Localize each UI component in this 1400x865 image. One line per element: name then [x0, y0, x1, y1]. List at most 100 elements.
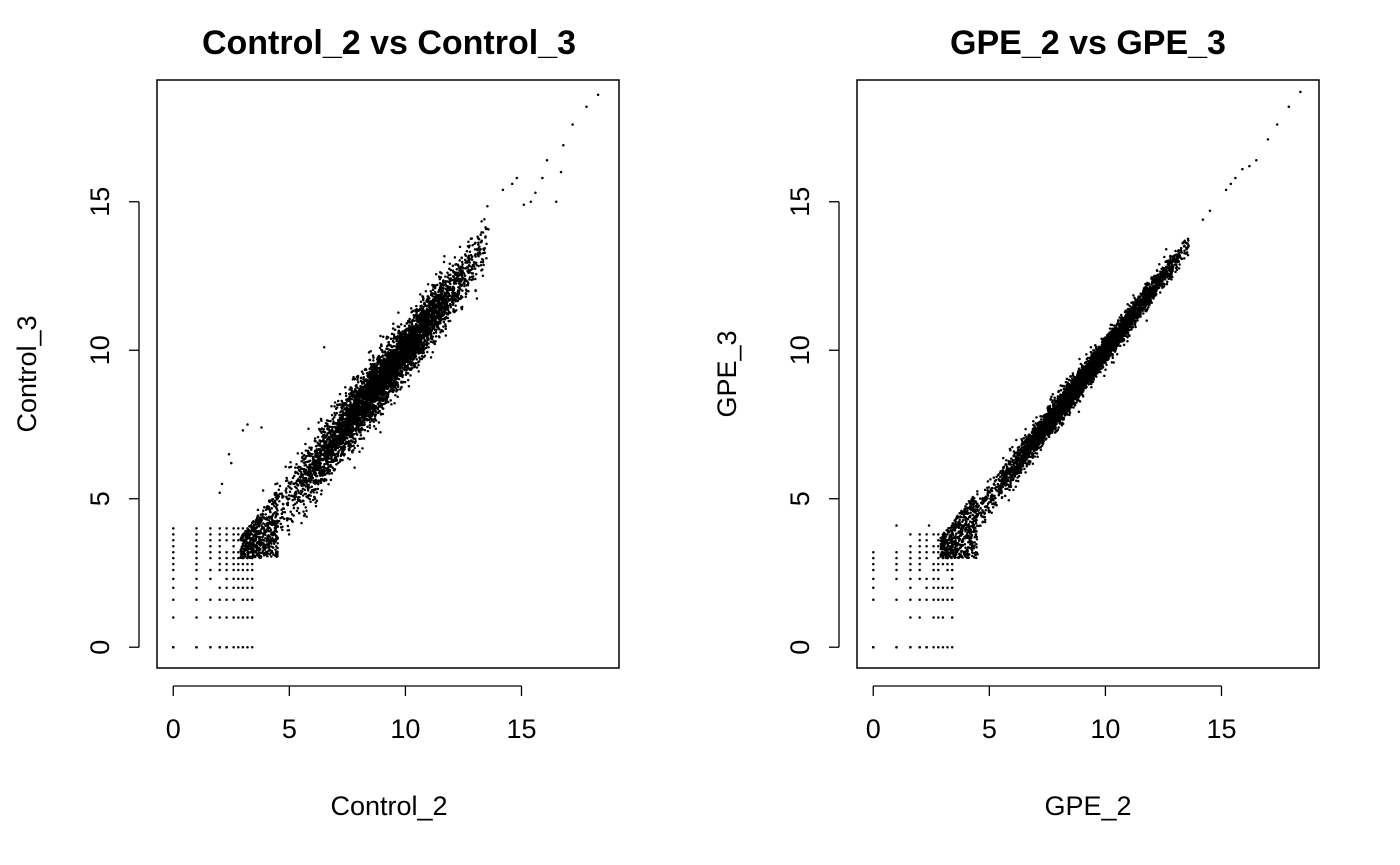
data-point — [356, 444, 360, 447]
data-point — [232, 616, 235, 619]
data-point — [336, 403, 339, 407]
data-point — [338, 392, 342, 396]
data-point — [335, 411, 339, 415]
data-point — [250, 577, 254, 581]
data-point — [456, 290, 460, 294]
data-point — [361, 372, 365, 376]
data-point — [330, 471, 334, 475]
data-point — [440, 294, 443, 298]
data-point — [479, 247, 482, 251]
data-point — [368, 358, 372, 362]
data-point — [343, 427, 347, 431]
data-point — [320, 427, 324, 430]
data-point — [195, 598, 198, 601]
data-point — [302, 453, 306, 457]
data-point — [371, 392, 375, 396]
data-point — [316, 441, 319, 444]
data-point — [402, 332, 406, 336]
data-point — [351, 435, 354, 438]
data-point — [464, 288, 468, 291]
data-point — [371, 354, 375, 357]
data-point — [246, 645, 249, 649]
data-point — [237, 577, 240, 581]
data-point — [471, 278, 475, 281]
data-point — [335, 463, 338, 466]
data-point — [461, 262, 464, 266]
data-point — [381, 398, 384, 402]
data-point — [209, 550, 212, 554]
data-point — [172, 616, 175, 619]
data-point — [225, 527, 228, 530]
data-point — [361, 418, 365, 421]
data-point — [437, 335, 441, 338]
data-point — [323, 450, 326, 454]
data-point — [384, 400, 387, 403]
data-point — [427, 322, 431, 325]
data-point — [423, 347, 427, 350]
data-point — [218, 544, 221, 548]
data-point — [218, 598, 221, 601]
data-point — [345, 442, 349, 445]
data-point — [359, 405, 362, 408]
data-point — [419, 293, 422, 296]
data-point — [237, 556, 240, 560]
data-point — [291, 520, 294, 524]
data-point — [344, 392, 348, 395]
data-point — [458, 259, 461, 262]
data-point — [237, 586, 240, 590]
data-point — [289, 510, 292, 514]
data-point — [370, 419, 374, 422]
data-point — [256, 508, 260, 512]
data-point — [447, 294, 450, 298]
data-point — [353, 466, 356, 469]
data-point — [350, 439, 353, 443]
data-point — [297, 511, 301, 515]
data-point — [368, 423, 372, 427]
data-point — [295, 479, 299, 483]
data-point — [390, 359, 394, 363]
data-point — [172, 527, 175, 530]
data-point — [449, 297, 453, 301]
data-point — [325, 419, 329, 422]
data-point — [486, 204, 489, 208]
data-point — [363, 428, 367, 432]
data-point — [338, 449, 341, 452]
data-point — [312, 491, 315, 494]
data-point — [451, 278, 454, 282]
data-point — [443, 293, 446, 297]
data-point — [346, 425, 350, 428]
data-point — [479, 263, 483, 267]
data-point — [309, 494, 312, 498]
data-point — [429, 289, 433, 293]
data-point — [389, 399, 392, 402]
data-point — [295, 509, 299, 513]
data-point — [414, 342, 418, 345]
data-point — [304, 442, 307, 446]
data-point — [172, 598, 175, 601]
data-point — [209, 544, 212, 548]
data-point — [237, 645, 240, 649]
data-point — [473, 267, 477, 270]
data-point — [447, 280, 451, 283]
data-point — [301, 490, 304, 493]
data-point — [390, 385, 394, 389]
data-point — [436, 325, 439, 328]
data-point — [480, 220, 483, 223]
data-point — [348, 445, 352, 449]
data-point — [397, 311, 400, 314]
data-point — [218, 562, 221, 566]
data-point — [218, 568, 221, 572]
data-point — [456, 264, 460, 267]
data-point — [443, 254, 446, 258]
data-point — [424, 334, 428, 338]
data-point — [341, 458, 344, 462]
data-point — [358, 412, 361, 416]
data-point — [354, 411, 357, 414]
data-point — [420, 355, 424, 358]
data-point — [397, 329, 400, 333]
data-point — [409, 358, 412, 361]
data-point — [467, 290, 470, 293]
data-point — [381, 335, 385, 339]
data-point — [362, 437, 366, 440]
